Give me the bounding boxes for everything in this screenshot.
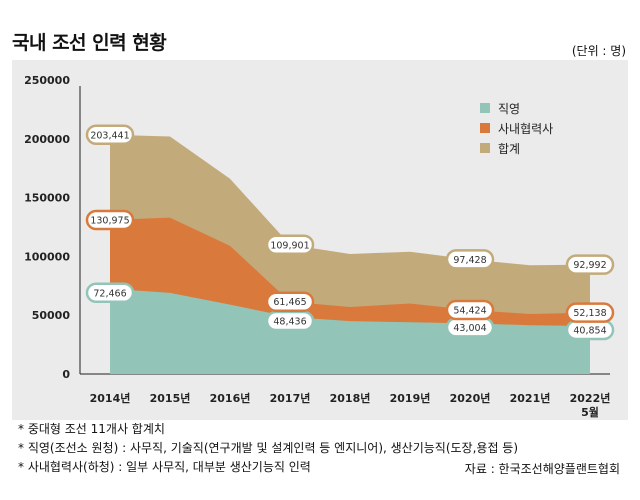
footnote-3: * 사내협력사(하청) : 일부 사무직, 대부분 생산기능직 인력	[18, 460, 311, 474]
data-label-bg-2-0	[85, 124, 135, 146]
data-label-bg-1-6	[445, 299, 495, 321]
y-tick-label-4: 200000	[24, 133, 70, 146]
legend-label-2: 합계	[498, 142, 520, 156]
x-tick-label-8-1: 5월	[581, 405, 599, 419]
footnotes: * 중대형 조선 11개사 합계치 * 직영(조선소 원청) : 사무직, 기술…	[18, 420, 518, 477]
unit-label: (단위 : 명)	[571, 44, 626, 58]
data-label-2-0: 203,441	[90, 130, 129, 141]
x-tick-label-7: 2021년	[510, 391, 551, 405]
x-tick-label-8: 2022년	[570, 391, 611, 405]
legend-label-1: 사내협력사	[498, 122, 553, 136]
y-tick-label-0: 0	[62, 368, 70, 381]
data-label-0-3: 48,436	[273, 317, 306, 328]
footnote-1: * 중대형 조선 11개사 합계치	[18, 422, 165, 436]
x-tick-label-2: 2016년	[210, 391, 251, 405]
legend-swatch-2	[480, 143, 490, 153]
chart-title: 국내 조선 인력 현황	[12, 32, 167, 54]
data-label-bg-1-0	[85, 209, 135, 231]
legend-swatch-1	[480, 123, 490, 133]
y-tick-label-1: 50000	[32, 309, 71, 322]
footnote-2: * 직영(조선소 원청) : 사무직, 기술직(연구개발 및 설계인력 등 엔지…	[18, 441, 519, 455]
x-tick-label-6: 2020년	[450, 391, 491, 405]
data-label-1-3: 61,465	[273, 297, 306, 308]
data-label-1-0: 130,975	[90, 215, 129, 226]
data-label-bg-1-8	[565, 302, 615, 323]
data-label-2-6: 97,428	[453, 255, 486, 266]
data-label-0-8: 40,854	[573, 325, 606, 336]
data-label-1-8: 52,138	[573, 308, 606, 319]
data-label-bg-2-3	[265, 234, 315, 256]
x-tick-label-3: 2017년	[270, 391, 311, 405]
x-tick-label-4: 2018년	[330, 391, 371, 405]
data-label-bg-0-0	[85, 282, 135, 304]
legend-swatch-0	[480, 103, 490, 113]
data-label-1-6: 54,424	[453, 305, 486, 316]
data-label-0-0: 72,466	[93, 288, 126, 299]
y-tick-label-5: 250000	[24, 74, 70, 87]
data-label-bg-1-3	[265, 291, 315, 312]
y-tick-label-2: 100000	[24, 250, 70, 263]
x-tick-label-5: 2019년	[390, 391, 431, 405]
x-tick-label-1: 2015년	[150, 391, 191, 405]
area-직영	[110, 288, 590, 374]
data-label-bg-2-6	[445, 249, 495, 270]
x-tick-label-0: 2014년	[90, 391, 131, 405]
y-tick-label-3: 150000	[24, 192, 70, 205]
legend-label-0: 직영	[498, 102, 520, 116]
data-label-2-8: 92,992	[573, 260, 606, 271]
data-label-bg-2-8	[565, 254, 615, 275]
data-label-2-3: 109,901	[270, 240, 309, 251]
data-label-0-6: 43,004	[453, 323, 486, 334]
data-label-bg-0-3	[265, 310, 315, 332]
source-label: 자료 : 한국조선해양플랜트협회	[464, 462, 620, 476]
